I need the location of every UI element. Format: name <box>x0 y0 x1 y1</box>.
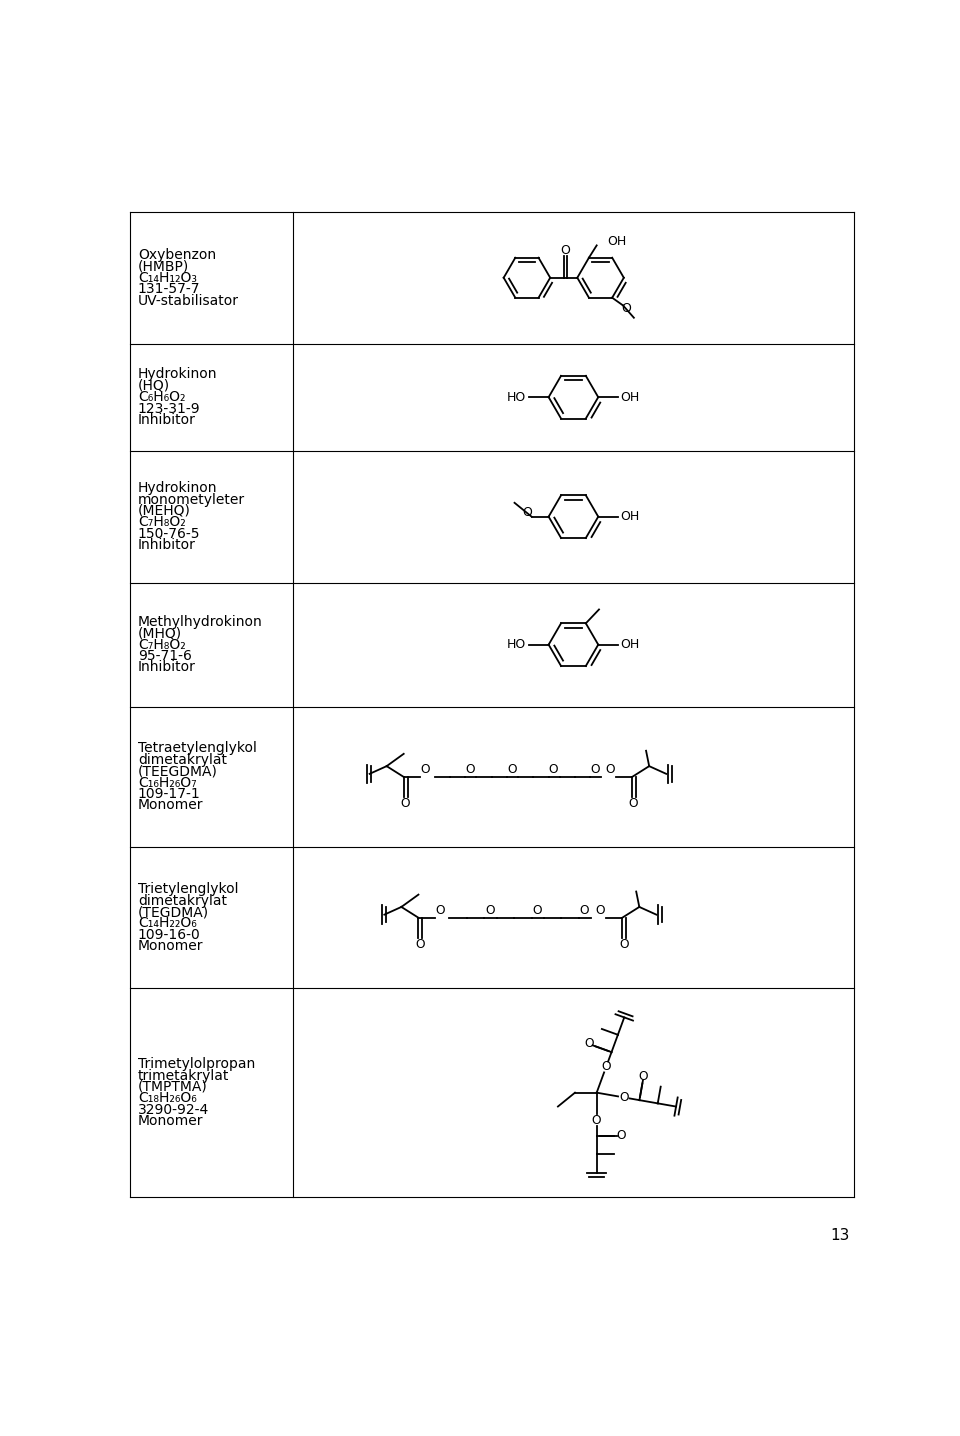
Text: Hydrokinon: Hydrokinon <box>138 368 217 382</box>
Text: O: O <box>592 1114 602 1127</box>
Text: C₇H₈O₂: C₇H₈O₂ <box>138 638 185 652</box>
Text: O: O <box>596 905 606 918</box>
Text: O: O <box>561 244 570 257</box>
Text: HO: HO <box>507 638 526 651</box>
Text: O: O <box>532 903 541 916</box>
Text: UV-stabilisator: UV-stabilisator <box>138 293 239 307</box>
Text: monometyleter: monometyleter <box>138 493 245 507</box>
Text: O: O <box>400 797 410 810</box>
Text: (MHQ): (MHQ) <box>138 626 182 640</box>
Text: O: O <box>435 905 444 918</box>
Text: O: O <box>621 302 631 314</box>
Text: O: O <box>522 505 532 518</box>
Text: O: O <box>601 1060 611 1073</box>
Text: trimetakrylat: trimetakrylat <box>138 1068 229 1083</box>
Text: Oxybenzon: Oxybenzon <box>138 248 216 261</box>
Text: Monomer: Monomer <box>138 798 204 813</box>
Text: (TEGDMA): (TEGDMA) <box>138 905 209 919</box>
Text: (HMBP): (HMBP) <box>138 260 189 273</box>
Text: 131-57-7: 131-57-7 <box>138 281 201 296</box>
Text: dimetakrylat: dimetakrylat <box>138 752 227 767</box>
Text: (TMPTMA): (TMPTMA) <box>138 1080 207 1094</box>
Text: O: O <box>415 938 424 951</box>
Text: C₆H₆O₂: C₆H₆O₂ <box>138 391 185 404</box>
Text: O: O <box>619 1091 629 1104</box>
Text: 95-71-6: 95-71-6 <box>138 649 192 663</box>
Text: OH: OH <box>620 391 639 404</box>
Text: O: O <box>629 797 638 810</box>
Text: O: O <box>638 1070 648 1083</box>
Text: Monomer: Monomer <box>138 939 204 954</box>
Text: O: O <box>580 903 589 916</box>
Text: 150-76-5: 150-76-5 <box>138 527 201 541</box>
Text: O: O <box>466 763 475 775</box>
Text: O: O <box>485 903 494 916</box>
Text: 13: 13 <box>830 1228 850 1244</box>
Text: Monomer: Monomer <box>138 1114 204 1129</box>
Text: 3290-92-4: 3290-92-4 <box>138 1103 209 1117</box>
Text: Tetraetylenglykol: Tetraetylenglykol <box>138 741 256 755</box>
Text: Inhibitor: Inhibitor <box>138 414 196 426</box>
Text: O: O <box>584 1037 594 1051</box>
Text: OH: OH <box>607 236 626 248</box>
Text: C₁₄H₁₂O₃: C₁₄H₁₂O₃ <box>138 271 197 284</box>
Text: 109-17-1: 109-17-1 <box>138 787 201 801</box>
Text: Hydrokinon: Hydrokinon <box>138 481 217 495</box>
Text: C₁₆H₂₆O₇: C₁₆H₂₆O₇ <box>138 775 197 790</box>
Text: Methylhydrokinon: Methylhydrokinon <box>138 615 263 629</box>
Text: O: O <box>548 763 558 775</box>
Text: dimetakrylat: dimetakrylat <box>138 893 227 908</box>
Text: Inhibitor: Inhibitor <box>138 661 196 675</box>
Text: Trimetylolpropan: Trimetylolpropan <box>138 1057 255 1071</box>
Text: O: O <box>606 764 615 777</box>
Text: OH: OH <box>620 638 639 651</box>
Text: O: O <box>590 763 600 775</box>
Text: (HQ): (HQ) <box>138 379 170 393</box>
Text: C₁₈H₂₆O₆: C₁₈H₂₆O₆ <box>138 1091 197 1106</box>
Text: C₁₄H₂₂O₆: C₁₄H₂₂O₆ <box>138 916 197 931</box>
Text: Trietylenglykol: Trietylenglykol <box>138 882 238 896</box>
Text: O: O <box>507 763 516 775</box>
Text: O: O <box>616 1129 626 1142</box>
Text: (TEEGDMA): (TEEGDMA) <box>138 764 218 778</box>
Text: 123-31-9: 123-31-9 <box>138 402 201 415</box>
Text: C₇H₈O₂: C₇H₈O₂ <box>138 516 185 530</box>
Text: O: O <box>420 764 430 777</box>
Text: 109-16-0: 109-16-0 <box>138 928 201 942</box>
Text: HO: HO <box>507 391 526 404</box>
Text: (MEHQ): (MEHQ) <box>138 504 191 518</box>
Text: Inhibitor: Inhibitor <box>138 538 196 553</box>
Text: O: O <box>619 938 629 951</box>
Text: OH: OH <box>620 510 639 523</box>
